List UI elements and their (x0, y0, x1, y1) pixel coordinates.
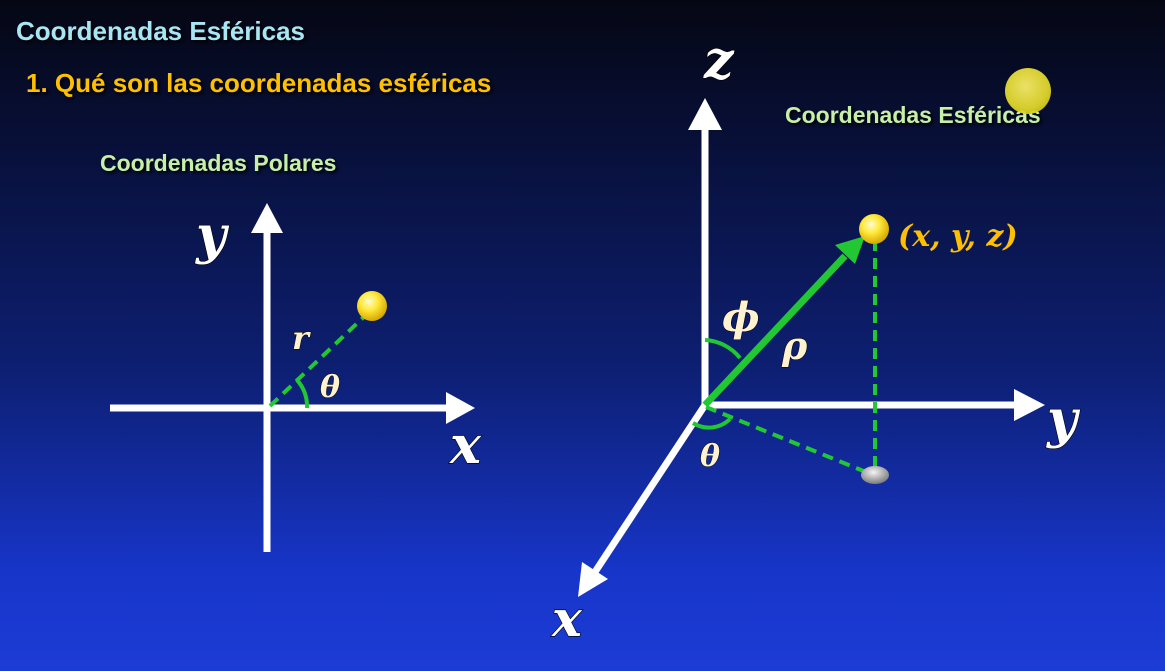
polar-theta-label: θ (320, 370, 340, 405)
polar-heading: Coordenadas Polares (100, 150, 337, 176)
polar-y-arrowhead (251, 203, 283, 233)
spherical-rho-vector (702, 253, 848, 408)
page-title: Coordenadas Esféricas (16, 16, 306, 46)
polar-point (357, 291, 387, 321)
spherical-z-label: z (703, 30, 735, 91)
spherical-theta-label: θ (700, 439, 720, 474)
spherical-xy-projection (705, 405, 867, 474)
spherical-heading: Coordenadas Esféricas (785, 102, 1041, 128)
polar-angle-arc (295, 378, 310, 409)
spherical-phi-label: ϕ (722, 294, 760, 341)
spherical-point (859, 214, 889, 244)
section-subtitle: 1. Qué son las coordenadas esféricas (26, 68, 492, 98)
spherical-projected-point (861, 466, 889, 484)
spherical-z-arrowhead (688, 98, 722, 130)
spherical-y-arrowhead (1014, 389, 1045, 421)
spherical-point-label: (x, y, z) (898, 219, 1018, 254)
spherical-rho-arrowhead (835, 236, 865, 264)
spherical-x-axis (590, 403, 708, 577)
spherical-diagram: z y x ϕ ρ θ (x, y, z) (550, 29, 1081, 648)
spherical-y-label: y (1046, 389, 1081, 450)
polar-y-label: y (195, 205, 230, 266)
polar-x-label: x (449, 415, 482, 476)
cursor-highlight-icon (1005, 68, 1051, 114)
spherical-theta-arc (691, 417, 732, 430)
polar-diagram: x y r θ (110, 203, 483, 552)
spherical-phi-arc (704, 338, 742, 360)
polar-x-arrowhead (446, 392, 475, 424)
spherical-x-arrowhead (578, 562, 608, 597)
polar-radius-line (268, 311, 370, 408)
spherical-rho-label: ρ (781, 323, 808, 368)
spherical-x-label: x (551, 589, 583, 648)
polar-radius-label: r (292, 319, 311, 357)
